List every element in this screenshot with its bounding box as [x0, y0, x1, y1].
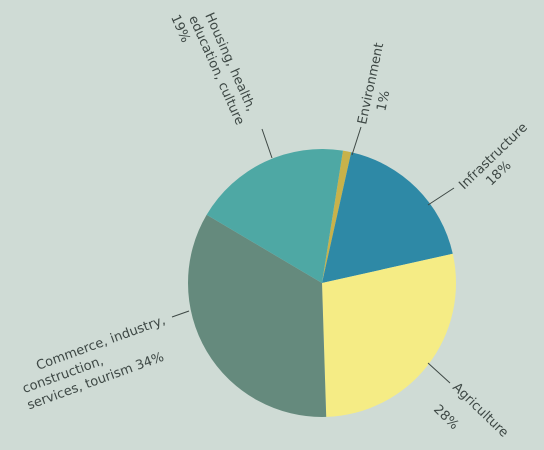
- pie-slice-commerce: [188, 214, 327, 417]
- leader-commerce: [171, 310, 190, 318]
- leader-agriculture: [427, 362, 451, 384]
- pie-slice-agriculture: [322, 253, 456, 417]
- label-commerce: Commerce, industry, construction, servic…: [14, 312, 183, 414]
- label-housing: Housing, health, education, culture 19%: [167, 0, 263, 138]
- pie-slice-housing: [206, 149, 343, 283]
- label-agriculture-pct: 28%: [430, 402, 461, 433]
- label-environment: Environment 1%: [355, 37, 403, 129]
- leader-infrastructure: [427, 187, 455, 206]
- label-infrastructure: Infrastructure 18%: [456, 117, 544, 204]
- label-agriculture: Agriculture: [449, 380, 511, 440]
- leader-environment: [351, 126, 362, 156]
- pie-slices: [188, 149, 456, 417]
- pie-slice-environment: [322, 150, 352, 283]
- pie-slice-infrastructure: [322, 152, 453, 283]
- leader-housing: [261, 128, 273, 159]
